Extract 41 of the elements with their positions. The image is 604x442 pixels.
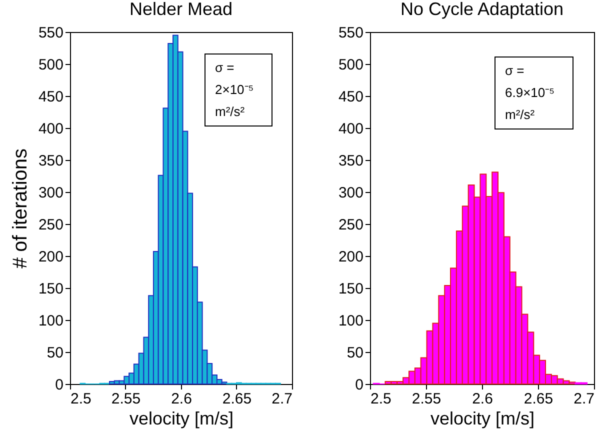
x-tick-label: 2.6 <box>472 390 493 408</box>
x-axis-title: velocity [m/s] <box>430 408 535 428</box>
y-tick-label: 200 <box>38 248 64 266</box>
y-tick-label: 0 <box>55 376 64 394</box>
y-tick-label: 100 <box>338 312 364 330</box>
y-tick-label: 50 <box>46 344 64 362</box>
annotation: σ = 6.9×10⁻⁵ m²/s² <box>505 63 555 122</box>
y-tick-label: 450 <box>338 88 364 106</box>
x-tick-label: 2.7 <box>272 390 292 408</box>
x-tick-label: 2.65 <box>222 390 252 408</box>
x-tick-label: 2.65 <box>524 390 554 408</box>
y-tick-label: 400 <box>338 120 364 138</box>
y-tick-label: 300 <box>38 184 64 202</box>
x-tick-label: 2.7 <box>574 390 594 408</box>
y-tick-label: 300 <box>338 184 364 202</box>
y-axis-title: # of iterations <box>9 148 32 269</box>
y-tick-label: 200 <box>338 248 364 266</box>
y-tick-label: 350 <box>338 152 364 170</box>
y-tick-label: 50 <box>346 344 364 362</box>
x-axis-title: velocity [m/s] <box>129 408 234 428</box>
y-tick-label: 250 <box>38 216 64 234</box>
y-tick-label: 350 <box>38 152 64 170</box>
y-tick-label: 0 <box>355 376 364 394</box>
y-tick-label: 500 <box>338 56 364 74</box>
x-tick-label: 2.55 <box>412 390 442 408</box>
y-tick-label: 550 <box>338 24 364 42</box>
y-tick-label: 100 <box>38 312 64 330</box>
x-tick-label: 2.55 <box>111 390 141 408</box>
chart-title: No Cycle Adaptation <box>400 0 564 19</box>
y-tick-label: 250 <box>338 216 364 234</box>
y-tick-label: 500 <box>38 56 64 74</box>
y-tick-label: 150 <box>38 280 64 298</box>
x-tick-label: 2.5 <box>70 390 92 408</box>
y-tick-label: 450 <box>38 88 64 106</box>
y-tick-label: 150 <box>338 280 364 298</box>
annotation: σ = 2×10⁻⁵ m²/s² <box>215 60 254 119</box>
y-tick-label: 550 <box>38 24 64 42</box>
x-tick-label: 2.5 <box>370 390 392 408</box>
x-tick-label: 2.6 <box>171 390 192 408</box>
y-tick-label: 400 <box>38 120 64 138</box>
chart-title: Nelder Mead <box>129 0 233 19</box>
